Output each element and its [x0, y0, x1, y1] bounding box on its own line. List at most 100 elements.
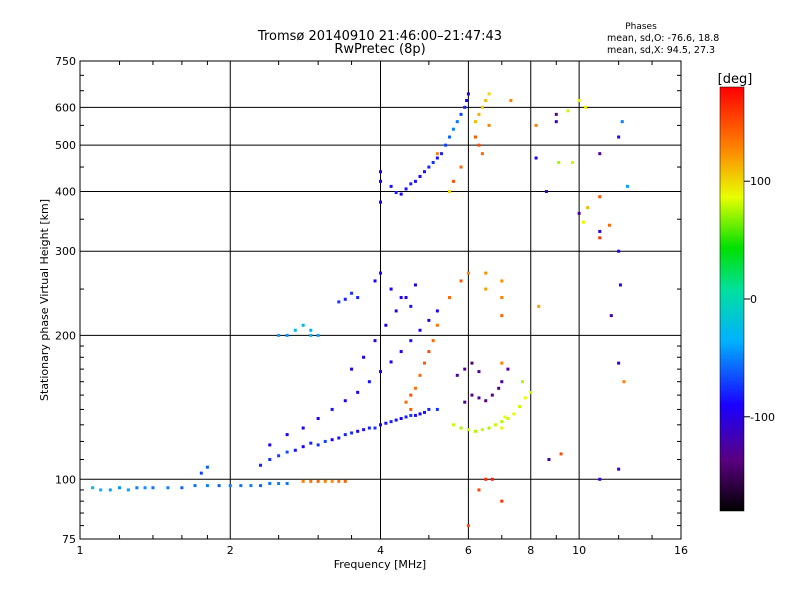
data-point: [309, 441, 313, 445]
data-point: [477, 488, 481, 492]
data-point: [487, 426, 491, 430]
data-point: [343, 479, 347, 483]
stats-heading: Phases: [625, 22, 657, 32]
data-point: [463, 367, 467, 371]
data-point: [337, 300, 341, 304]
data-point: [389, 420, 393, 424]
data-point: [431, 339, 435, 343]
data-point: [484, 399, 488, 403]
data-point: [413, 283, 417, 287]
data-point: [477, 112, 481, 116]
data-point: [609, 314, 613, 318]
data-point: [268, 457, 272, 461]
axis-ticks: [80, 61, 681, 539]
data-point: [618, 283, 622, 287]
data-point: [622, 380, 626, 384]
data-point: [362, 355, 366, 359]
data-point: [404, 296, 408, 300]
tick-labels: 1 2 4 6 8 10 16 75 100 200 300 400 500 600 750: [55, 55, 688, 557]
data-point: [285, 433, 289, 437]
x-tick-label: 10: [572, 544, 586, 557]
data-point: [399, 296, 403, 300]
data-point: [343, 433, 347, 437]
data-point: [343, 297, 347, 301]
data-point: [418, 373, 422, 377]
data-point: [544, 189, 548, 193]
data-point: [399, 350, 403, 354]
y-tick-label: 500: [55, 139, 76, 152]
data-point: [435, 309, 439, 313]
data-point: [586, 206, 590, 210]
data-point: [330, 479, 334, 483]
x-tick-label: 4: [377, 544, 384, 557]
data-point: [422, 410, 426, 414]
data-point: [394, 309, 398, 313]
data-point: [151, 486, 155, 490]
data-point: [480, 152, 484, 156]
data-point: [418, 174, 422, 178]
data-point: [503, 415, 507, 419]
data-point: [91, 486, 95, 490]
data-point: [394, 191, 398, 195]
data-point: [500, 279, 504, 283]
data-point: [459, 165, 463, 169]
data-point: [518, 404, 522, 408]
data-point: [316, 417, 320, 421]
y-tick-label: 300: [55, 245, 76, 258]
data-point: [316, 443, 320, 447]
data-point: [494, 423, 498, 427]
data-point: [277, 454, 281, 458]
data-point: [389, 184, 393, 188]
data-point: [373, 426, 377, 430]
stats-x-line: mean, sd,X: 94.5, 27.3: [607, 45, 715, 56]
data-point: [108, 488, 112, 492]
data-point: [285, 333, 289, 337]
x-tick-label: 16: [674, 544, 688, 557]
data-point: [259, 463, 263, 467]
data-point: [409, 413, 413, 417]
data-point: [484, 271, 488, 275]
data-point: [301, 479, 305, 483]
data-point: [427, 350, 431, 354]
data-point: [435, 323, 439, 327]
data-point: [598, 229, 602, 233]
data-point: [399, 417, 403, 421]
data-point: [404, 400, 408, 404]
data-point: [239, 484, 243, 488]
data-point: [356, 390, 360, 394]
data-point: [466, 428, 470, 432]
data-point: [293, 328, 297, 332]
data-point: [559, 452, 563, 456]
data-point: [379, 423, 382, 427]
data-point: [500, 380, 504, 384]
data-point: [484, 99, 488, 103]
data-point: [409, 304, 413, 308]
data-point: [477, 396, 481, 400]
data-point: [435, 407, 439, 411]
data-point: [617, 467, 621, 471]
data-point: [435, 156, 439, 160]
colorbar-ticks: 100 0 -100: [744, 175, 775, 424]
data-point: [523, 396, 527, 400]
data-point: [367, 426, 371, 430]
data-point: [409, 393, 413, 397]
data-point: [500, 420, 504, 424]
data-point: [571, 160, 575, 164]
data-point: [367, 380, 371, 384]
y-tick-label: 75: [62, 533, 76, 546]
chart-subtitle: RwPretec (8p): [334, 42, 425, 57]
data-point: [427, 165, 431, 169]
data-point: [625, 184, 629, 188]
data-point: [337, 436, 341, 440]
data-point: [118, 486, 122, 490]
data-point: [607, 223, 611, 227]
data-point: [356, 296, 360, 300]
data-point: [584, 105, 588, 109]
data-point: [259, 484, 263, 488]
data-point: [301, 445, 305, 449]
data-point: [557, 160, 561, 164]
colorbar-tick-label: 0: [750, 293, 757, 306]
data-point: [598, 477, 602, 481]
data-point: [418, 412, 422, 416]
data-point: [205, 484, 209, 488]
